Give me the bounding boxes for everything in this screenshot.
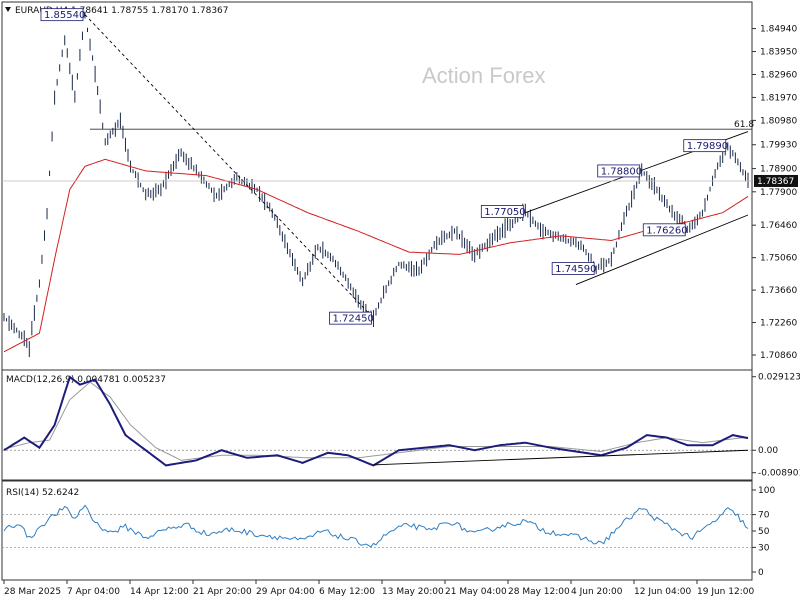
- price-callout-label: 1.85540: [44, 10, 85, 21]
- macd-panel-frame: [1, 369, 753, 481]
- price-callouts: 1.85540 1.72450 1.77050 1.74590 1.78800 1.762…: [40, 8, 728, 325]
- price-callout-box: [551, 262, 595, 275]
- price-callout-box: [480, 205, 524, 218]
- price-callout-label: 1.77050: [484, 207, 525, 218]
- price-trendline: [575, 214, 749, 285]
- macd-signal-line: [3, 381, 749, 461]
- chart-header-symbol: EURAUD,H4 1.78641 1.78755 1.78170 1.7836…: [15, 6, 229, 16]
- time-axis-label: 29 Apr 04:00: [256, 587, 315, 597]
- macd-axis-label: -0.008901: [758, 469, 800, 479]
- time-axis-label: 6 May 12:00: [319, 587, 375, 597]
- rsi-axis-label: 0: [758, 568, 764, 578]
- price-axis-label: 1.75060: [760, 254, 797, 264]
- macd-title: MACD(12,26,9) 0.004781 0.005237: [6, 375, 166, 385]
- collapse-triangle-icon[interactable]: [5, 7, 11, 12]
- price-axis-label: 1.80980: [760, 116, 797, 126]
- macd-axis-label: 0.00: [758, 446, 778, 456]
- time-axis: 28 Mar 2025 7 Apr 04:00 14 Apr 12:00 21 Apr…: [3, 580, 754, 597]
- time-axis-label: 14 Apr 12:00: [130, 587, 189, 597]
- current-price-badge: [754, 174, 798, 187]
- rsi-axis-label: 50: [758, 527, 770, 537]
- time-axis-label: 7 Apr 04:00: [67, 587, 120, 597]
- price-callout-label: 1.79890: [687, 141, 728, 152]
- rsi-axis-label: 70: [758, 511, 770, 521]
- time-axis-label: 21 Apr 20:00: [193, 587, 252, 597]
- price-callout-box: [683, 139, 727, 153]
- macd-trendline: [373, 449, 749, 466]
- price-trendline: [84, 14, 374, 319]
- price-axis-label: 1.72260: [760, 319, 797, 329]
- price-axis-label: 1.81970: [760, 93, 797, 103]
- price-axis-label: 1.73660: [760, 286, 797, 296]
- macd-main-line: [3, 375, 749, 467]
- rsi-line: [3, 504, 749, 548]
- price-callout-box: [40, 8, 84, 22]
- price-callout-label: 1.76260: [646, 225, 687, 236]
- price-callout-label: 1.78800: [601, 166, 642, 177]
- price-axis-label: 1.84940: [760, 25, 797, 35]
- rsi-level-lines: [2, 514, 752, 548]
- price-axis-label: 1.77900: [760, 188, 797, 198]
- price-callout-box: [642, 223, 686, 237]
- price-callout-box: [597, 164, 641, 178]
- time-axis-label: 28 Mar 2025: [4, 587, 61, 597]
- watermark-text: Action Forex: [422, 63, 546, 88]
- time-axis-label: 28 May 12:00: [508, 587, 570, 597]
- time-axis-label: 19 Jun 12:00: [697, 587, 754, 597]
- price-callout-label: 1.74590: [555, 264, 596, 275]
- price-axis-label: 1.78900: [760, 165, 797, 175]
- rsi-title: RSI(14) 52.6242: [6, 488, 79, 498]
- rsi-axis: 100 70 50 30 0: [752, 486, 775, 578]
- macd-axis-label: 0.029123: [758, 373, 800, 383]
- current-price-value: 1.78367: [757, 177, 794, 187]
- price-axis-label: 1.82960: [760, 70, 797, 80]
- price-axis: 1.84940 1.83950 1.82960 1.81970 1.80980 1.799…: [752, 25, 797, 361]
- current-price-tag: 1.78367: [754, 174, 798, 187]
- price-axis-label: 1.70860: [760, 351, 797, 361]
- fibonacci-level-label: 61.8: [734, 120, 754, 130]
- macd-axis: 0.029123 0.00 -0.008901: [752, 373, 800, 479]
- price-callout-label: 1.72450: [332, 314, 373, 325]
- price-bar-series: [3, 11, 749, 358]
- price-axis-label: 1.83950: [760, 48, 797, 58]
- rsi-axis-label: 30: [758, 543, 770, 553]
- time-axis-label: 13 May 20:00: [382, 587, 444, 597]
- time-axis-label: 21 May 04:00: [445, 587, 507, 597]
- price-callout-box: [329, 311, 372, 325]
- moving-average-line: [3, 158, 749, 353]
- time-axis-label: 12 Jun 04:00: [634, 587, 691, 597]
- time-axis-label: 4 Jun 20:00: [571, 587, 623, 597]
- rsi-axis-label: 100: [758, 486, 775, 496]
- price-axis-label: 1.79930: [760, 141, 797, 151]
- price-axis-label: 1.76460: [760, 221, 797, 231]
